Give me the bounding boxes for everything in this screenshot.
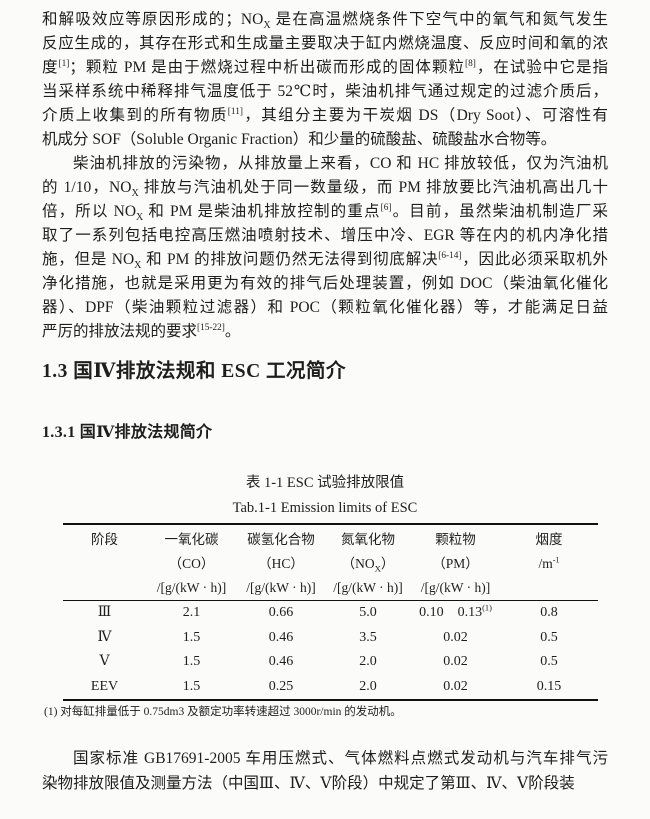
table-cell: 0.66 <box>237 601 325 626</box>
text-line: 当采样系统中稀释排气温度低于 52℃时，柴油机排气通过规定的过滤介质后， <box>42 80 608 104</box>
text-line: 取了一系列包括电控高压燃油喷射技术、增压中冷、EGR 等在内的机内净化措 <box>42 224 608 248</box>
subsection-heading: 1.3.1 国Ⅳ排放法规简介 <box>42 421 608 445</box>
text-line: 机成分 SOF（Soluble Organic Fraction）和少量的硫酸盐… <box>42 128 608 152</box>
body-paragraph: 和解吸效应等原因形成的；NOX 是在高温燃烧条件下空气中的氧气和氮气发生反应生成… <box>42 8 608 152</box>
text-line: 严厉的排放法规的要求[15-22]。 <box>42 320 608 344</box>
table-cell: 1.5 <box>146 650 237 675</box>
table-header-row: 阶段一氧化碳（CO）/[g/(kW · h)]碳氢化合物（HC）/[g/(kW … <box>63 524 598 601</box>
text-line: 净化措施，也就是采用更为有效的排气后处理装置，例如 DOC（柴油氧化催化 <box>42 272 608 296</box>
table-cell: 0.15 <box>500 675 598 701</box>
table-header-line: /m-1 <box>500 552 598 576</box>
table-cell: 1.5 <box>146 675 237 701</box>
table-cell: 0.25 <box>237 675 325 701</box>
table-cell: 0.10 0.13(1) <box>411 601 500 626</box>
table-header-line: 氮氧化物 <box>325 528 411 552</box>
table-row: Ⅳ1.50.463.50.020.5 <box>63 626 598 651</box>
page-content: 和解吸效应等原因形成的；NOX 是在高温燃烧条件下空气中的氧气和氮气发生反应生成… <box>0 0 650 796</box>
table-cell: 0.02 <box>411 675 500 701</box>
table-header-line: /[g/(kW · h)] <box>411 576 500 600</box>
text-line: 器）、DPF（柴油颗粒过滤器）和 POC（颗粒氧化催化器）等，才能满足日益 <box>42 296 608 320</box>
table-header-cell: 烟度/m-1 <box>500 524 598 601</box>
table-cell: 0.5 <box>500 650 598 675</box>
table-header-line <box>63 576 146 600</box>
table-header-line <box>500 576 598 600</box>
table-header-line: （HC） <box>237 552 325 576</box>
table-cell: 2.1 <box>146 601 237 626</box>
table-header-line: 颗粒物 <box>411 528 500 552</box>
table-header-line: （CO） <box>146 552 237 576</box>
table-header-cell: 阶段 <box>63 524 146 601</box>
table-header-line: 阶段 <box>63 528 146 552</box>
table-header-line: （NOX） <box>325 552 411 576</box>
table-cell: 3.5 <box>325 626 411 651</box>
body-paragraph: 柴油机排放的污染物，从排放量上来看，CO 和 HC 排放较低，仅为汽油机的 1/… <box>42 152 608 344</box>
table-row: Ⅴ1.50.462.00.020.5 <box>63 650 598 675</box>
table-cell: 0.02 <box>411 650 500 675</box>
table-cell: Ⅴ <box>63 650 146 675</box>
table-header-cell: 一氧化碳（CO）/[g/(kW · h)] <box>146 524 237 601</box>
page: 和解吸效应等原因形成的；NOX 是在高温燃烧条件下空气中的氧气和氮气发生反应生成… <box>0 0 650 819</box>
table-caption-zh: 表 1-1 ESC 试验排放限值 <box>42 472 608 494</box>
emission-limits-table: 阶段一氧化碳（CO）/[g/(kW · h)]碳氢化合物（HC）/[g/(kW … <box>63 523 598 701</box>
table-cell: 1.5 <box>146 626 237 651</box>
text-line: 柴油机排放的污染物，从排放量上来看，CO 和 HC 排放较低，仅为汽油机 <box>42 152 608 176</box>
text-line: 度[1]；颗粒 PM 是由于燃烧过程中析出碳而形成的固体颗粒[8]，在试验中它是… <box>42 56 608 80</box>
text-line: 倍，所以 NOX 和 PM 是柴油机排放控制的重点[6]。目前，虽然柴油机制造厂… <box>42 200 608 224</box>
table-cell: 2.0 <box>325 650 411 675</box>
table-cell: 2.0 <box>325 675 411 701</box>
scanned-page: { "colors": { "paper": "#fbfbf9", "ink":… <box>0 0 650 819</box>
text-line: 国家标准 GB17691-2005 车用压燃式、气体燃料点燃式发动机与汽车排气污 <box>42 746 608 771</box>
table-header-line: 一氧化碳 <box>146 528 237 552</box>
table-cell: 0.5 <box>500 626 598 651</box>
table-cell: 0.46 <box>237 626 325 651</box>
table-cell: Ⅲ <box>63 601 146 626</box>
table-header-line: 碳氢化合物 <box>237 528 325 552</box>
table-caption-en: Tab.1-1 Emission limits of ESC <box>42 497 608 519</box>
table-header-cell: 氮氧化物（NOX）/[g/(kW · h)] <box>325 524 411 601</box>
table-cell: 0.46 <box>237 650 325 675</box>
table-cell: 0.02 <box>411 626 500 651</box>
text-line: 的 1/10，NOX 排放与汽油机处于同一数量级，而 PM 排放要比汽油机高出几… <box>42 176 608 200</box>
text-line: 和解吸效应等原因形成的；NOX 是在高温燃烧条件下空气中的氧气和氮气发生 <box>42 8 608 32</box>
body-text: 和解吸效应等原因形成的；NOX 是在高温燃烧条件下空气中的氧气和氮气发生反应生成… <box>42 8 608 344</box>
text-line: 染物排放限值及测量方法（中国Ⅲ、Ⅳ、Ⅴ阶段）中规定了第Ⅲ、Ⅳ、Ⅴ阶段装 <box>42 771 608 796</box>
table-cell: 0.8 <box>500 601 598 626</box>
text-line: 反应生成的，其存在形式和生成量主要取决于缸内燃烧温度、反应时间和氧的浓 <box>42 32 608 56</box>
table-header-cell: 颗粒物（PM）/[g/(kW · h)] <box>411 524 500 601</box>
table-cell: 5.0 <box>325 601 411 626</box>
table-cell: Ⅳ <box>63 626 146 651</box>
table-footnote: (1) 对每缸排量低于 0.75dm3 及额定功率转速超过 3000r/min … <box>44 704 608 720</box>
closing-paragraph: 国家标准 GB17691-2005 车用压燃式、气体燃料点燃式发动机与汽车排气污… <box>42 746 608 796</box>
table-header-line: /[g/(kW · h)] <box>146 576 237 600</box>
text-line: 施，但是 NOX 和 PM 的排放问题仍然无法得到彻底解决[6-14]，因此必须… <box>42 248 608 272</box>
table-row: EEV1.50.252.00.020.15 <box>63 675 598 701</box>
table-header-line: 烟度 <box>500 528 598 552</box>
table-header-line: （PM） <box>411 552 500 576</box>
text-line: 介质上收集到的所有物质[11]，其组分主要为干炭烟 DS（Dry Soot）、可… <box>42 104 608 128</box>
table-cell: EEV <box>63 675 146 701</box>
table-header-line: /[g/(kW · h)] <box>325 576 411 600</box>
table-header-cell: 碳氢化合物（HC）/[g/(kW · h)] <box>237 524 325 601</box>
table-header-line: /[g/(kW · h)] <box>237 576 325 600</box>
section-heading: 1.3 国Ⅳ排放法规和 ESC 工况简介 <box>42 357 608 387</box>
table-row: Ⅲ2.10.665.00.10 0.13(1)0.8 <box>63 601 598 626</box>
table-header-line <box>63 552 146 576</box>
